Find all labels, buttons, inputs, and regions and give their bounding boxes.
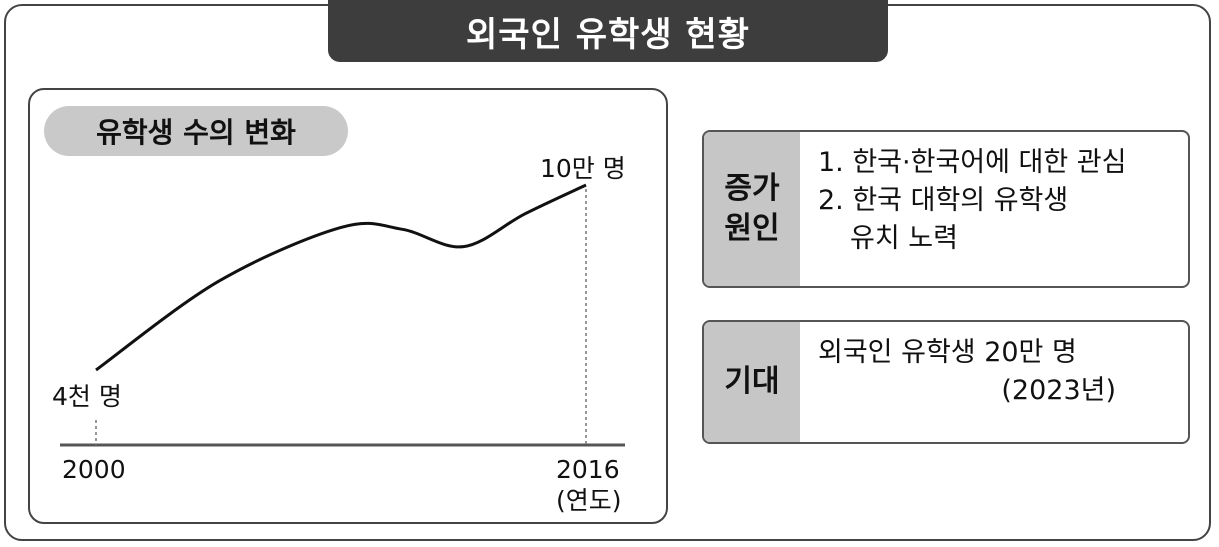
start-value-label: 4천 명 (52, 382, 122, 411)
cause-item-2: 2. 한국 대학의 유학생 (818, 185, 1069, 216)
expectation-card: 기대 외국인 유학생 20만 명 (2023년) (702, 320, 1190, 444)
increase-cause-card: 증가 원인 1. 한국·한국어에 대한 관심 2. 한국 대학의 유학생 유치 … (702, 130, 1190, 288)
chart-title: 유학생 수의 변화 (44, 106, 348, 156)
x-tick-label-2016: 2016 (556, 455, 620, 484)
expectation-text: 외국인 유학생 20만 명 (818, 337, 1077, 368)
cause-content: 1. 한국·한국어에 대한 관심 2. 한국 대학의 유학생 유치 노력 (800, 132, 1188, 286)
chart-panel (28, 88, 668, 524)
cause-label-line2: 원인 (724, 211, 780, 246)
series-line (95, 183, 587, 372)
cause-label: 증가 원인 (704, 132, 800, 286)
end-value-label: 10만 명 (540, 154, 626, 183)
cause-item-2-cont: 유치 노력 (850, 223, 958, 254)
cause-item-1: 1. 한국·한국어에 대한 관심 (818, 147, 1127, 178)
expectation-label: 기대 (704, 322, 800, 442)
expectation-year: (2023년) (1001, 375, 1116, 406)
cause-label-line1: 증가 (724, 171, 780, 206)
page-title: 외국인 유학생 현황 (328, 0, 888, 62)
x-axis-label: (연도) (556, 486, 622, 515)
expectation-content: 외국인 유학생 20만 명 (2023년) (800, 322, 1188, 442)
x-tick-label-2000: 2000 (62, 455, 126, 484)
